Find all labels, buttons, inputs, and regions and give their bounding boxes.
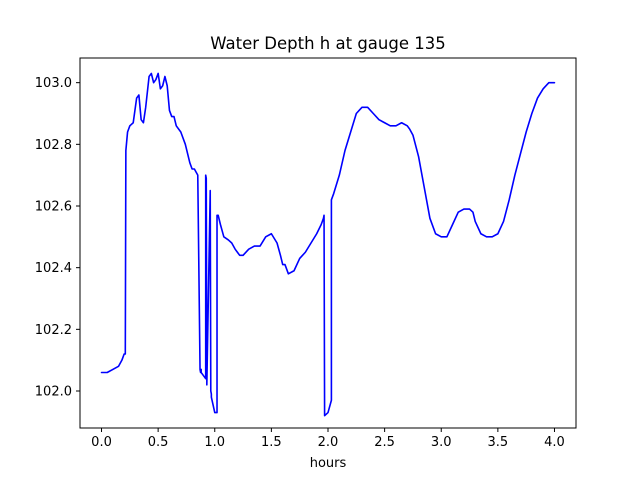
y-tick-label: 102.8 xyxy=(35,138,72,153)
x-tick-label: 4.0 xyxy=(544,435,565,450)
plot-area xyxy=(100,72,556,417)
y-tick-label: 103.0 xyxy=(35,76,72,91)
x-tick-label: 3.5 xyxy=(488,435,509,450)
x-axis-label: hours xyxy=(310,456,347,471)
y-tick-label: 102.4 xyxy=(35,261,72,276)
x-tick-label: 1.5 xyxy=(261,435,282,450)
x-tick-label: 0.0 xyxy=(91,435,112,450)
y-tick-label: 102.6 xyxy=(35,200,72,215)
series-line-0 xyxy=(100,72,556,417)
y-tick-label: 102.2 xyxy=(35,323,72,338)
x-axis: 0.0 0.5 1.0 1.5 2.0 2.5 3.0 3.5 4.0 xyxy=(91,428,565,450)
x-tick-label: 1.0 xyxy=(204,435,225,450)
y-axis: 102.0 102.2 102.4 102.6 102.8 103.0 xyxy=(35,76,80,400)
x-tick-label: 0.5 xyxy=(148,435,169,450)
chart-title: Water Depth h at gauge 135 xyxy=(210,34,445,53)
x-tick-label: 2.0 xyxy=(318,435,339,450)
x-tick-label: 2.5 xyxy=(374,435,395,450)
x-tick-label: 3.0 xyxy=(431,435,452,450)
y-tick-label: 102.0 xyxy=(35,385,72,400)
axes-frame xyxy=(79,57,577,429)
